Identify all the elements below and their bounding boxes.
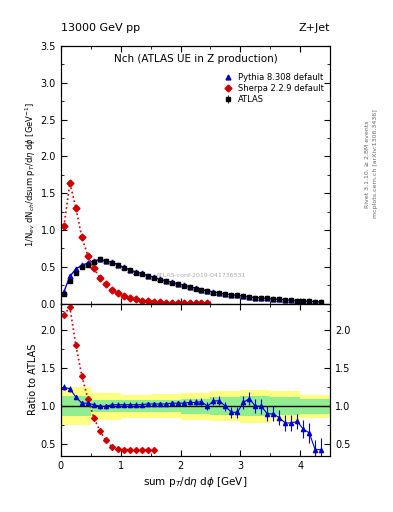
Pythia 8.308 default: [277, 296, 282, 303]
Pythia 8.308 default: [121, 264, 126, 270]
Sherpa 2.2.9 default: [109, 287, 114, 293]
Sherpa 2.2.9 default: [127, 295, 132, 301]
Pythia 8.308 default: [319, 299, 323, 305]
Sherpa 2.2.9 default: [140, 297, 144, 304]
Sherpa 2.2.9 default: [79, 234, 84, 241]
Pythia 8.308 default: [127, 267, 132, 273]
Pythia 8.308 default: [79, 262, 84, 268]
Legend: Pythia 8.308 default, Sherpa 2.2.9 default, ATLAS: Pythia 8.308 default, Sherpa 2.2.9 defau…: [219, 71, 326, 105]
Sherpa 2.2.9 default: [68, 180, 72, 186]
Pythia 8.308 default: [86, 260, 90, 266]
Sherpa 2.2.9 default: [199, 300, 204, 306]
Sherpa 2.2.9 default: [151, 299, 156, 305]
Y-axis label: 1/N$_{ev}$ dN$_{ch}$/dsum p$_T$/d$\eta$ d$\phi$ [GeV$^{-1}$]: 1/N$_{ev}$ dN$_{ch}$/dsum p$_T$/d$\eta$ …: [23, 102, 38, 247]
Sherpa 2.2.9 default: [92, 265, 96, 271]
Pythia 8.308 default: [163, 278, 168, 284]
Pythia 8.308 default: [235, 292, 240, 298]
Line: Pythia 8.308 default: Pythia 8.308 default: [61, 257, 323, 305]
Text: 13000 GeV pp: 13000 GeV pp: [61, 23, 140, 33]
Sherpa 2.2.9 default: [62, 223, 66, 229]
Pythia 8.308 default: [151, 274, 156, 280]
Sherpa 2.2.9 default: [175, 300, 180, 306]
Y-axis label: Ratio to ATLAS: Ratio to ATLAS: [28, 344, 38, 415]
Pythia 8.308 default: [187, 284, 192, 290]
Sherpa 2.2.9 default: [121, 293, 126, 299]
Sherpa 2.2.9 default: [157, 299, 162, 305]
Sherpa 2.2.9 default: [187, 300, 192, 306]
Pythia 8.308 default: [140, 270, 144, 276]
X-axis label: sum p$_T$/d$\eta$ d$\phi$ [GeV]: sum p$_T$/d$\eta$ d$\phi$ [GeV]: [143, 475, 248, 489]
Pythia 8.308 default: [211, 289, 216, 295]
Pythia 8.308 default: [157, 276, 162, 282]
Pythia 8.308 default: [241, 293, 246, 299]
Pythia 8.308 default: [223, 291, 228, 297]
Pythia 8.308 default: [253, 294, 258, 301]
Sherpa 2.2.9 default: [193, 300, 198, 306]
Sherpa 2.2.9 default: [103, 282, 108, 288]
Sherpa 2.2.9 default: [97, 275, 102, 281]
Pythia 8.308 default: [175, 281, 180, 287]
Pythia 8.308 default: [92, 258, 96, 264]
Pythia 8.308 default: [199, 287, 204, 293]
Pythia 8.308 default: [116, 262, 120, 268]
Pythia 8.308 default: [73, 266, 78, 272]
Text: ATLAS-conf-2019-041736531: ATLAS-conf-2019-041736531: [156, 273, 246, 278]
Text: Z+Jet: Z+Jet: [299, 23, 330, 33]
Sherpa 2.2.9 default: [205, 300, 210, 306]
Pythia 8.308 default: [229, 292, 234, 298]
Pythia 8.308 default: [313, 298, 318, 305]
Text: Rivet 3.1.10, ≥ 2.8M events: Rivet 3.1.10, ≥ 2.8M events: [365, 120, 370, 207]
Pythia 8.308 default: [205, 288, 210, 294]
Text: mcplots.cern.ch [arXiv:1306.3436]: mcplots.cern.ch [arXiv:1306.3436]: [373, 110, 378, 218]
Sherpa 2.2.9 default: [169, 300, 174, 306]
Pythia 8.308 default: [301, 298, 306, 304]
Sherpa 2.2.9 default: [116, 290, 120, 296]
Pythia 8.308 default: [193, 285, 198, 291]
Pythia 8.308 default: [217, 290, 222, 296]
Text: Nch (ATLAS UE in Z production): Nch (ATLAS UE in Z production): [114, 54, 277, 64]
Pythia 8.308 default: [271, 296, 275, 302]
Pythia 8.308 default: [109, 259, 114, 265]
Line: Sherpa 2.2.9 default: Sherpa 2.2.9 default: [61, 180, 210, 306]
Sherpa 2.2.9 default: [73, 205, 78, 211]
Sherpa 2.2.9 default: [133, 296, 138, 303]
Pythia 8.308 default: [145, 272, 150, 279]
Sherpa 2.2.9 default: [145, 298, 150, 305]
Pythia 8.308 default: [169, 279, 174, 285]
Pythia 8.308 default: [133, 269, 138, 275]
Pythia 8.308 default: [247, 294, 252, 300]
Pythia 8.308 default: [307, 298, 312, 305]
Pythia 8.308 default: [259, 295, 264, 301]
Pythia 8.308 default: [283, 297, 288, 303]
Pythia 8.308 default: [97, 257, 102, 263]
Sherpa 2.2.9 default: [163, 300, 168, 306]
Pythia 8.308 default: [68, 273, 72, 280]
Pythia 8.308 default: [181, 282, 186, 288]
Sherpa 2.2.9 default: [86, 252, 90, 259]
Pythia 8.308 default: [265, 295, 270, 302]
Sherpa 2.2.9 default: [181, 300, 186, 306]
Pythia 8.308 default: [103, 258, 108, 264]
Pythia 8.308 default: [62, 289, 66, 295]
Pythia 8.308 default: [295, 297, 299, 304]
Pythia 8.308 default: [289, 297, 294, 303]
